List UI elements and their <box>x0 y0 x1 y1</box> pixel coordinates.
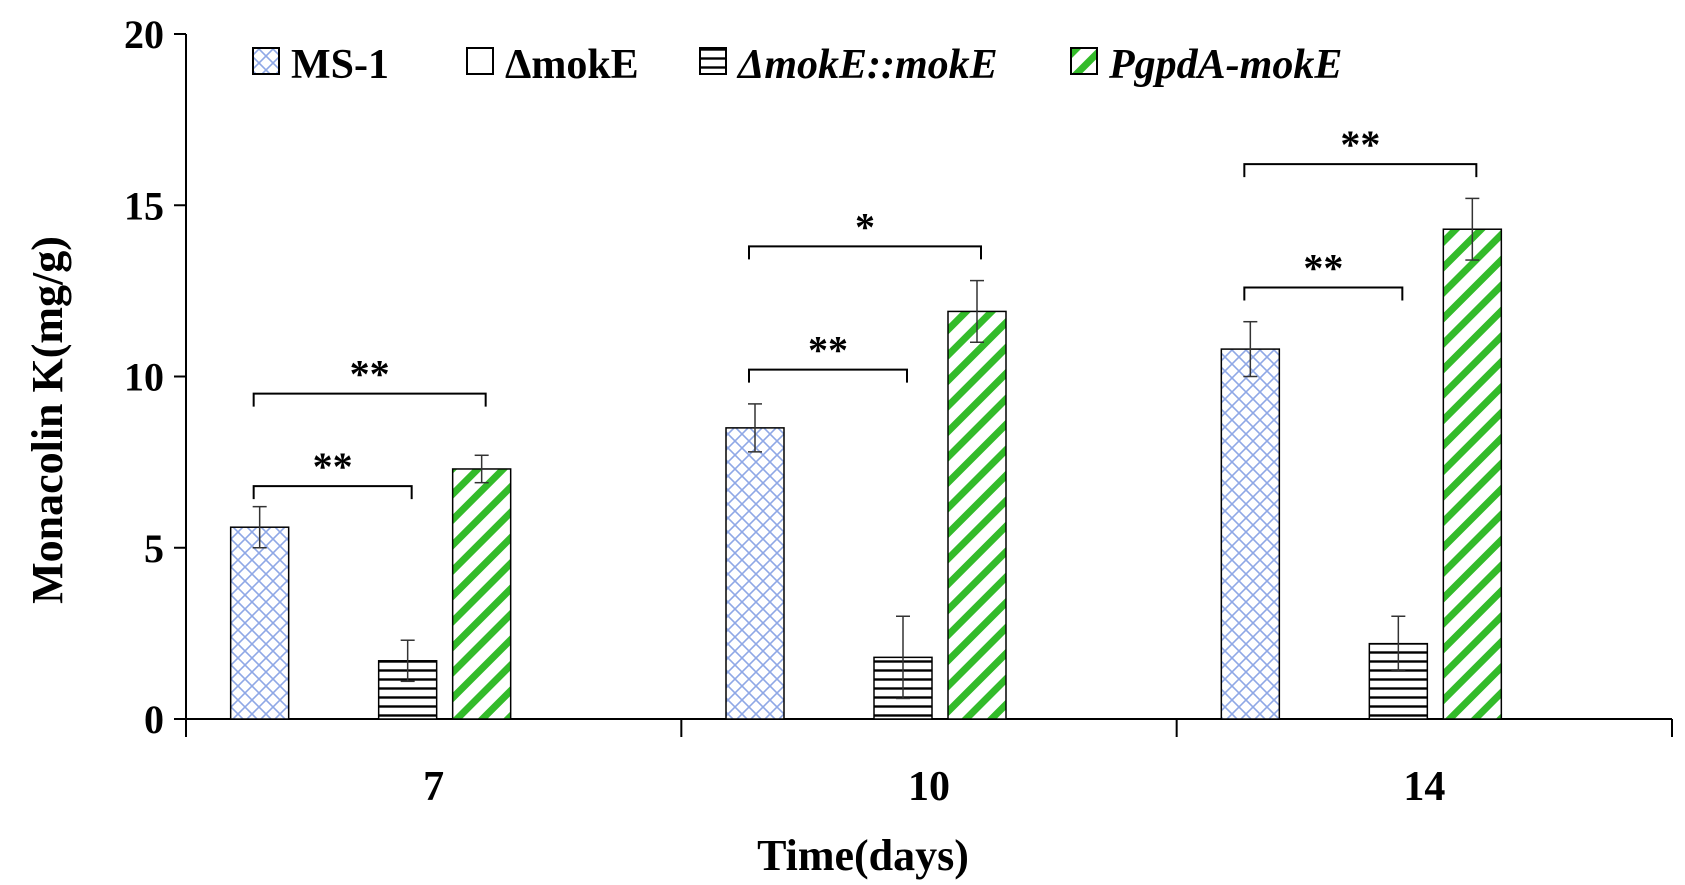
significance-bracket <box>748 368 908 383</box>
y-tick-label: 10 <box>124 355 164 400</box>
legend-swatch <box>252 47 280 75</box>
legend-swatch <box>466 47 494 75</box>
significance-label: ** <box>313 444 353 489</box>
legend: MS-1 ΔmokE ΔmokE::mokE PgpdA-mokE <box>252 42 1342 88</box>
y-tick-label: 5 <box>144 526 164 571</box>
x-tick-label: 14 <box>1403 764 1445 810</box>
significance-label: ** <box>808 328 848 373</box>
bar <box>1442 228 1503 720</box>
legend-label: PgpdA-mokE <box>1108 42 1342 88</box>
significance-label: * <box>855 204 875 249</box>
significance-label: ** <box>1303 245 1343 290</box>
y-axis-title: Monacolin K(mg/g) <box>23 236 72 604</box>
y-tick-label: 15 <box>124 183 164 228</box>
significance-label: ** <box>350 352 390 397</box>
significance-bracket <box>1243 286 1404 301</box>
significance-bracket <box>1243 163 1478 178</box>
bar <box>1220 348 1281 720</box>
x-tick-label: 10 <box>908 764 950 810</box>
significance-bracket <box>252 392 487 407</box>
legend-label: MS-1 <box>291 42 389 88</box>
y-tick-label: 0 <box>144 697 164 742</box>
axes: 0 5 10 15 20 7 10 14 <box>124 12 1673 810</box>
bar <box>725 427 785 720</box>
bar <box>229 526 290 720</box>
legend-swatch <box>1070 47 1098 75</box>
legend-label: ΔmokE <box>505 42 639 88</box>
legend-label: ΔmokE::mokE <box>736 42 998 88</box>
legend-swatch <box>699 47 727 75</box>
x-tick-label: 7 <box>423 764 444 810</box>
x-axis-title: Time(days) <box>757 831 969 880</box>
significance-layer: *********** <box>252 122 1478 500</box>
bar <box>451 468 512 720</box>
bar <box>947 310 1007 720</box>
y-tick-label: 20 <box>124 12 164 57</box>
significance-bracket <box>252 485 413 500</box>
bars-layer <box>229 197 1503 720</box>
significance-bracket <box>748 245 982 260</box>
significance-label: ** <box>1340 122 1380 167</box>
